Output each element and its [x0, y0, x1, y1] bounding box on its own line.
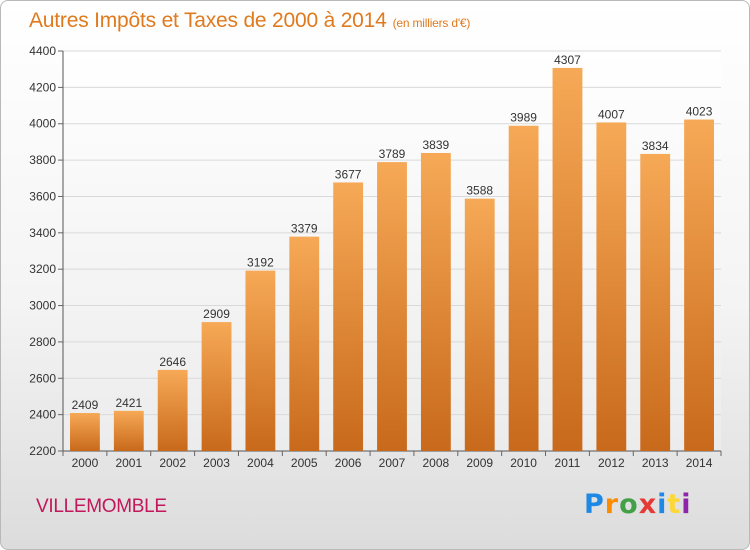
y-tick-label: 4400 [29, 44, 56, 58]
data-label: 3192 [247, 256, 274, 270]
x-tick-label: 2007 [379, 456, 406, 470]
data-label: 2409 [72, 398, 99, 412]
proxiti-logo[interactable]: Proxiti [584, 489, 692, 520]
y-tick-label: 2200 [29, 444, 56, 458]
logo-letter: x [638, 489, 658, 520]
logo-letter: o [619, 489, 639, 520]
bar-2011 [552, 67, 583, 451]
logo-letter: P [584, 489, 605, 520]
y-tick-label: 3600 [29, 189, 56, 203]
y-tick-label: 2800 [29, 335, 56, 349]
x-tick-label: 2012 [598, 456, 625, 470]
y-tick-label: 2600 [29, 371, 56, 385]
bar-2002 [157, 369, 188, 451]
y-tick-label: 3200 [29, 262, 56, 276]
bar-2005 [289, 236, 320, 451]
bar-2006 [333, 182, 364, 452]
x-tick-label: 2002 [159, 456, 186, 470]
y-tick-label: 3000 [29, 299, 56, 313]
data-label: 2909 [203, 307, 230, 321]
logo-letter: r [604, 489, 620, 520]
x-tick-label: 2011 [555, 456, 581, 470]
data-label: 2646 [159, 355, 186, 369]
data-label: 3379 [291, 222, 318, 236]
x-tick-label: 2004 [247, 456, 274, 470]
x-tick-label: 2010 [510, 456, 537, 470]
data-label: 2421 [115, 396, 142, 410]
bar-2003 [201, 322, 232, 451]
bar-2000 [70, 413, 100, 451]
bar-2009 [464, 198, 495, 451]
bar-2001 [113, 410, 144, 451]
x-tick-label: 2014 [686, 456, 713, 470]
y-tick-label: 2400 [29, 408, 56, 422]
city-name: VILLEMOMBLE [36, 496, 167, 517]
chart-unit: (en milliers d'€) [392, 16, 471, 30]
logo-letter: i [657, 489, 668, 520]
y-tick-label: 4000 [29, 117, 56, 131]
data-label: 3588 [466, 184, 493, 198]
y-tick-label: 3800 [29, 153, 56, 167]
data-label: 4023 [686, 105, 713, 119]
x-tick-label: 2005 [291, 456, 318, 470]
bar-2010 [508, 125, 539, 452]
data-label: 4307 [554, 53, 581, 67]
bar-2014 [684, 119, 714, 451]
x-tick-label: 2003 [203, 456, 230, 470]
y-tick-label: 3400 [29, 226, 56, 240]
chart-title: Autres Impôts et Taxes de 2000 à 2014 (en… [29, 9, 470, 33]
bar-2008 [420, 153, 451, 451]
data-label: 3839 [423, 138, 450, 152]
bar-2004 [245, 270, 276, 451]
data-label: 3789 [379, 147, 406, 161]
bar-2012 [596, 122, 627, 452]
x-tick-label: 2001 [115, 456, 142, 470]
data-label: 4007 [598, 107, 625, 121]
data-label: 3677 [335, 167, 362, 181]
logo-letter: i [681, 489, 692, 520]
x-tick-label: 2013 [642, 456, 669, 470]
data-label: 3834 [642, 139, 669, 153]
bar-2007 [377, 162, 407, 451]
data-label: 3989 [510, 111, 537, 125]
x-tick-label: 2008 [423, 456, 450, 470]
bar-2013 [640, 153, 671, 451]
logo-letter: t [667, 489, 682, 520]
x-tick-label: 2000 [72, 456, 99, 470]
y-tick-label: 4200 [29, 80, 56, 94]
chart-title-text: Autres Impôts et Taxes de 2000 à 2014 [29, 9, 387, 32]
x-tick-label: 2009 [466, 456, 493, 470]
x-tick-label: 2006 [335, 456, 362, 470]
